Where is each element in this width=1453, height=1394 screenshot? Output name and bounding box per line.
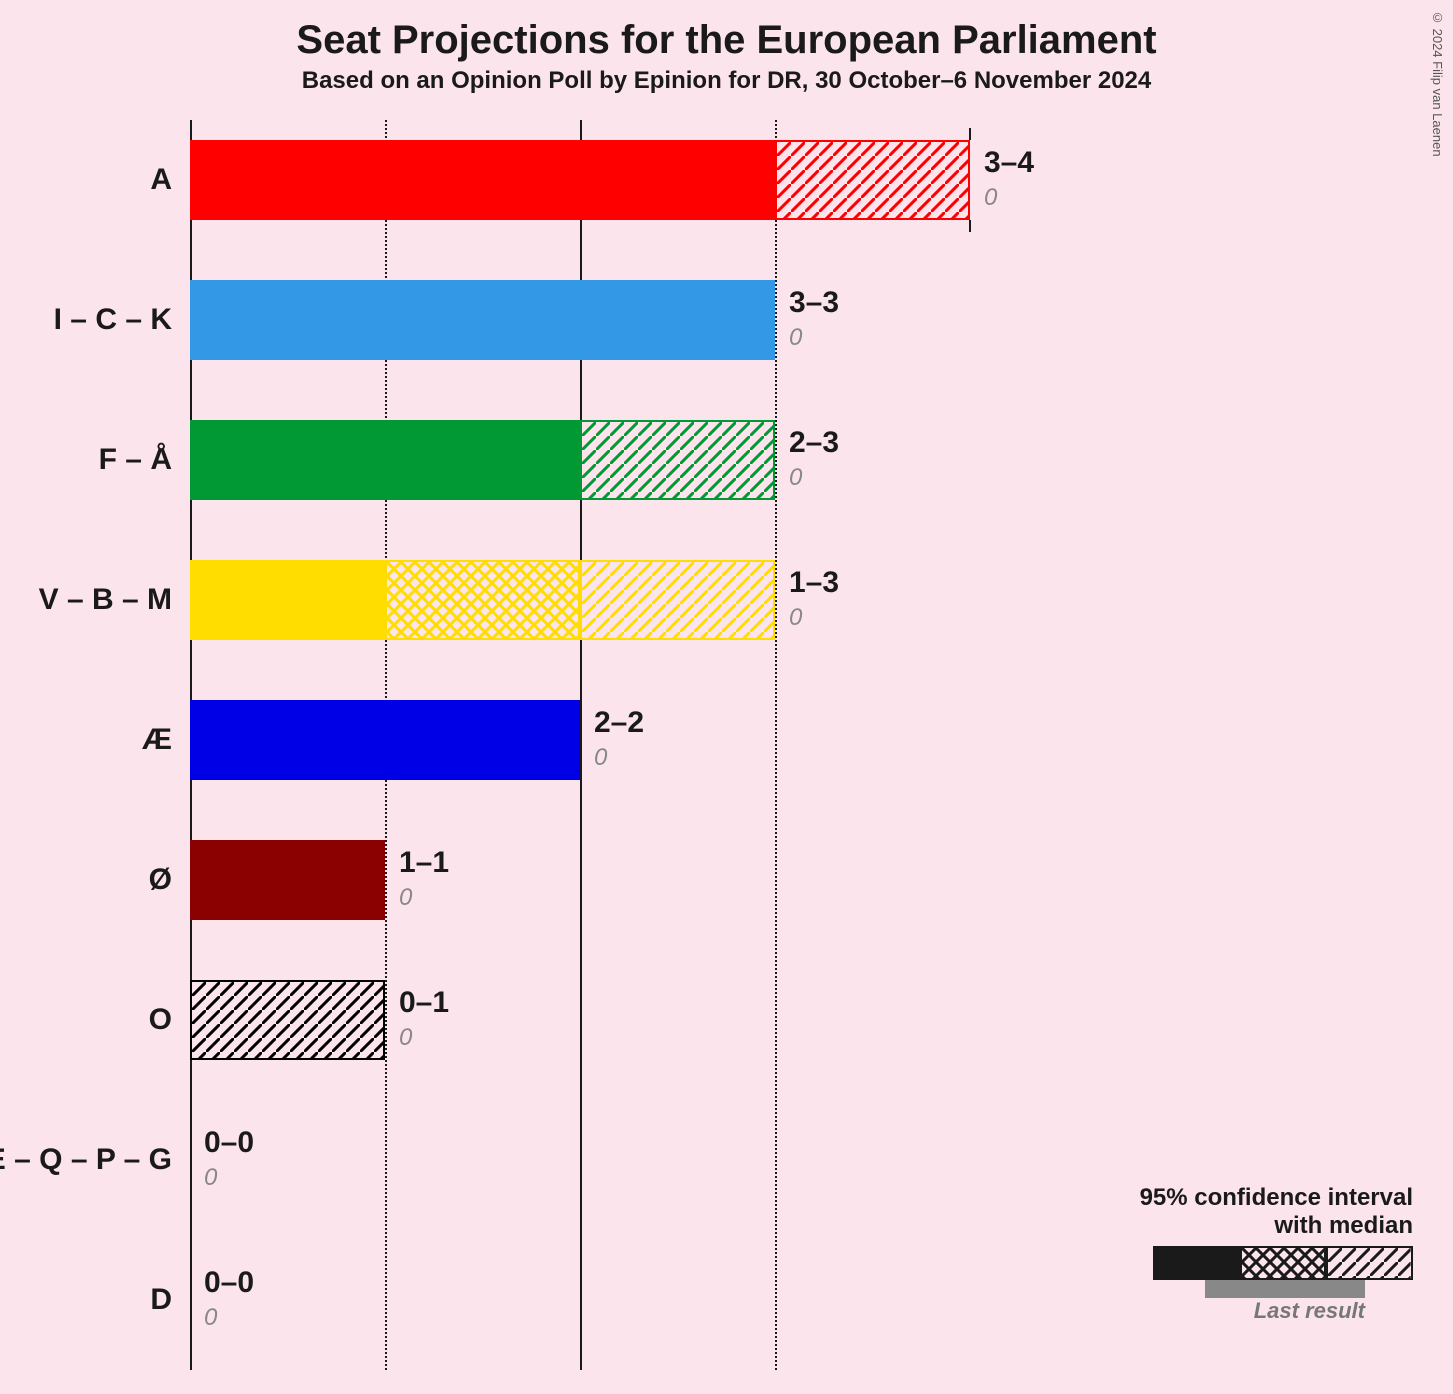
party-label: Ø xyxy=(149,863,172,897)
legend-ci-line2: with median xyxy=(1140,1212,1413,1240)
bar-high-hatch xyxy=(775,140,970,220)
party-label: O xyxy=(149,1003,172,1037)
legend-seg xyxy=(1326,1246,1413,1280)
bar-solid xyxy=(190,420,580,500)
bar-row: A 3–40 xyxy=(190,140,970,220)
range-label: 1–3 xyxy=(789,566,839,600)
bar-high-hatch xyxy=(190,980,385,1060)
legend-seg xyxy=(1153,1246,1240,1280)
bar-median-hatch xyxy=(385,560,580,640)
range-label: 1–1 xyxy=(399,846,449,880)
prev-label: 0 xyxy=(399,884,412,912)
party-label: V – B – M xyxy=(39,583,172,617)
prev-label: 0 xyxy=(984,184,997,212)
seat-projection-chart: A 3–40 I – C – K3–30 F – Å 2–30 V – B – M 1… xyxy=(190,110,1290,1370)
bar-solid xyxy=(190,140,775,220)
bar-high-hatch xyxy=(580,560,775,640)
party-label: Æ xyxy=(142,723,172,757)
range-label: 2–3 xyxy=(789,426,839,460)
gridline xyxy=(775,120,777,1370)
prev-label: 0 xyxy=(789,464,802,492)
range-label: 0–0 xyxy=(204,1266,254,1300)
range-label: 3–4 xyxy=(984,146,1034,180)
legend-last-result-label: Last result xyxy=(1140,1298,1365,1324)
party-label: E – Q – P – G xyxy=(0,1143,172,1177)
party-label: A xyxy=(150,163,172,197)
range-label: 0–0 xyxy=(204,1126,254,1160)
prev-label: 0 xyxy=(789,324,802,352)
party-label: I – C – K xyxy=(54,303,172,337)
range-label: 3–3 xyxy=(789,286,839,320)
prev-label: 0 xyxy=(399,1024,412,1052)
bar-row: V – B – M 1–30 xyxy=(190,560,775,640)
prev-label: 0 xyxy=(204,1304,217,1332)
party-label: F – Å xyxy=(99,443,172,477)
bar-high-hatch xyxy=(580,420,775,500)
range-label: 0–1 xyxy=(399,986,449,1020)
party-label: D xyxy=(150,1283,172,1317)
bar-tick xyxy=(969,220,971,232)
range-label: 2–2 xyxy=(594,706,644,740)
legend-ci-line1: 95% confidence interval xyxy=(1140,1184,1413,1212)
bar-row: O 0–10 xyxy=(190,980,385,1060)
bar-solid xyxy=(190,280,775,360)
prev-label: 0 xyxy=(789,604,802,632)
prev-label: 0 xyxy=(594,744,607,772)
legend-seg xyxy=(1240,1246,1327,1280)
legend-sample-bar xyxy=(1153,1246,1413,1280)
bar-tick xyxy=(969,128,971,140)
bar-solid xyxy=(190,840,385,920)
bar-row: I – C – K3–30 xyxy=(190,280,775,360)
copyright-text: © 2024 Filip van Laenen xyxy=(1430,10,1445,157)
bar-row: Ø1–10 xyxy=(190,840,385,920)
prev-label: 0 xyxy=(204,1164,217,1192)
chart-title: Seat Projections for the European Parlia… xyxy=(0,0,1453,63)
bar-row: Æ2–20 xyxy=(190,700,580,780)
legend-last-result-bar xyxy=(1205,1280,1365,1298)
legend: 95% confidence interval with median Last… xyxy=(1140,1184,1413,1324)
chart-subtitle: Based on an Opinion Poll by Epinion for … xyxy=(0,67,1453,95)
bar-solid xyxy=(190,560,385,640)
bar-row: F – Å 2–30 xyxy=(190,420,775,500)
bar-solid xyxy=(190,700,580,780)
